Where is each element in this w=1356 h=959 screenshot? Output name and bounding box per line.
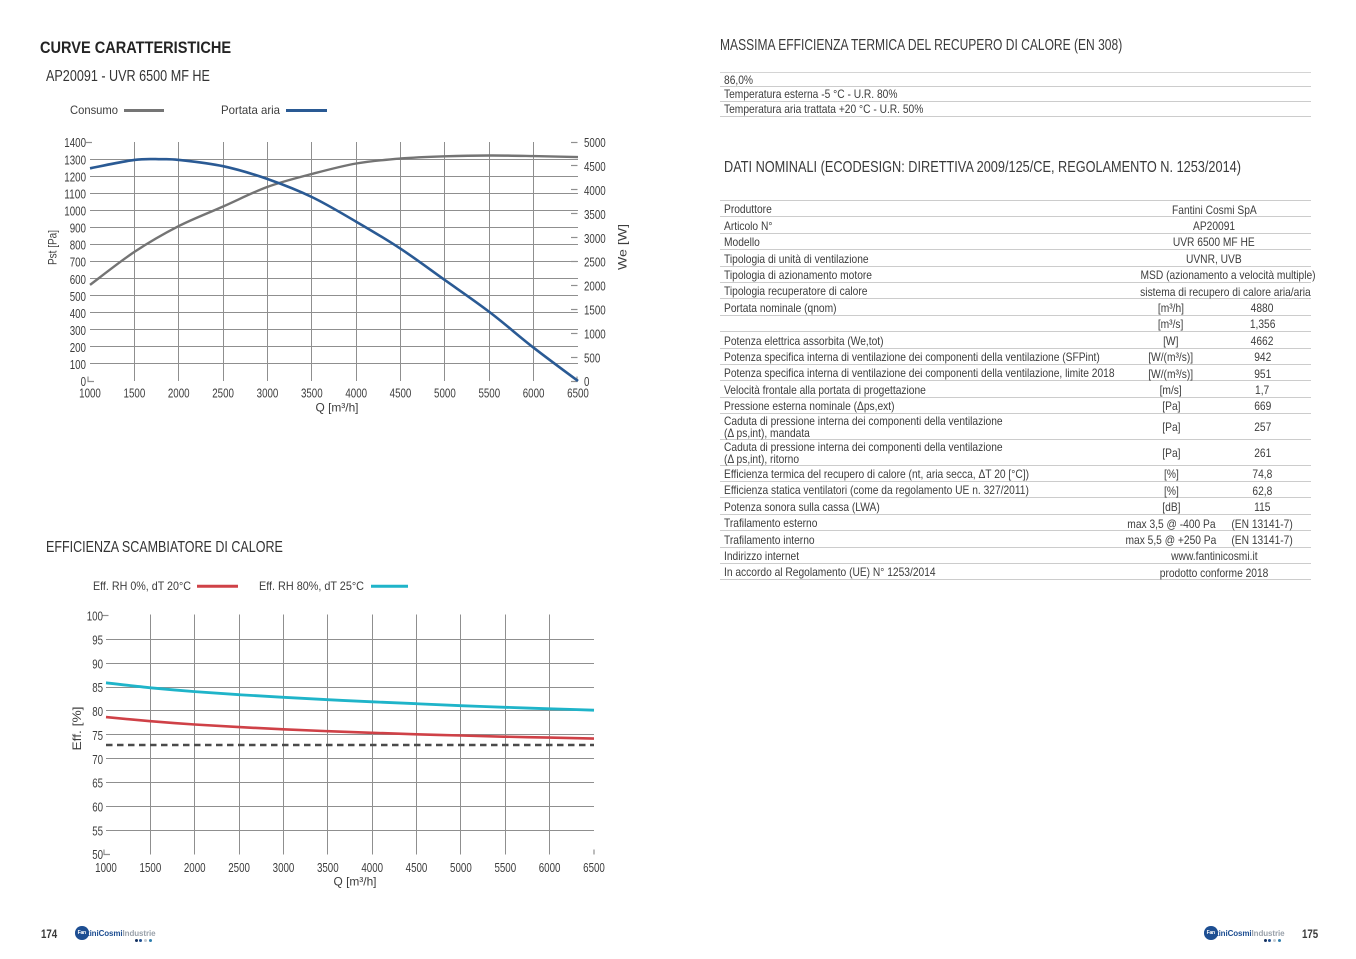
svg-text:0: 0	[584, 375, 589, 389]
svg-text:2000: 2000	[184, 861, 206, 875]
svg-text:3000: 3000	[584, 232, 606, 246]
svg-text:1400: 1400	[64, 136, 86, 150]
svg-text:3500: 3500	[317, 861, 339, 875]
svg-text:400: 400	[70, 307, 86, 321]
svg-text:1500: 1500	[584, 304, 606, 318]
svg-text:Eff. RH 0%, dT 20°C: Eff. RH 0%, dT 20°C	[93, 580, 191, 593]
svg-text:75: 75	[92, 729, 103, 743]
svg-text:3500: 3500	[584, 208, 606, 222]
svg-text:4500: 4500	[584, 160, 606, 174]
svg-text:5000: 5000	[450, 861, 472, 875]
svg-text:85: 85	[92, 681, 103, 695]
svg-text:800: 800	[70, 239, 86, 253]
svg-text:1000: 1000	[79, 386, 101, 400]
svg-text:2000: 2000	[584, 280, 606, 294]
svg-text:1000: 1000	[584, 327, 606, 341]
svg-text:1200: 1200	[64, 170, 86, 184]
svg-text:200: 200	[70, 341, 86, 355]
svg-text:300: 300	[70, 324, 86, 338]
svg-text:80: 80	[92, 705, 103, 719]
svg-text:5000: 5000	[584, 136, 606, 150]
svg-text:0: 0	[81, 375, 86, 389]
svg-text:6500: 6500	[583, 861, 605, 875]
svg-text:Q [m³/h]: Q [m³/h]	[334, 875, 377, 889]
svg-text:Q [m³/h]: Q [m³/h]	[316, 401, 359, 415]
svg-text:1000: 1000	[64, 205, 86, 219]
svg-text:70: 70	[92, 753, 103, 767]
svg-text:1100: 1100	[64, 187, 86, 201]
svg-text:6000: 6000	[523, 386, 545, 400]
svg-text:900: 900	[70, 222, 86, 236]
svg-text:500: 500	[584, 351, 600, 365]
svg-text:1000: 1000	[95, 861, 117, 875]
svg-text:500: 500	[70, 290, 86, 304]
svg-text:700: 700	[70, 256, 86, 270]
svg-text:2000: 2000	[168, 386, 190, 400]
svg-text:5500: 5500	[478, 386, 500, 400]
svg-text:600: 600	[70, 273, 86, 287]
svg-text:55: 55	[92, 824, 103, 838]
svg-text:1500: 1500	[124, 386, 146, 400]
svg-text:2500: 2500	[584, 256, 606, 270]
svg-text:4500: 4500	[406, 861, 428, 875]
svg-text:5500: 5500	[494, 861, 516, 875]
svg-text:100: 100	[70, 358, 86, 372]
svg-text:Eff. RH 80%, dT 25°C: Eff. RH 80%, dT 25°C	[259, 580, 364, 593]
svg-text:65: 65	[92, 777, 103, 791]
svg-text:4000: 4000	[361, 861, 383, 875]
svg-text:1500: 1500	[140, 861, 162, 875]
svg-text:6500: 6500	[567, 386, 589, 400]
svg-text:Consumo: Consumo	[70, 104, 118, 117]
svg-text:6000: 6000	[539, 861, 561, 875]
svg-text:90: 90	[92, 657, 103, 671]
svg-text:3000: 3000	[273, 861, 295, 875]
svg-text:Eff. [%]: Eff. [%]	[70, 707, 84, 751]
svg-text:3500: 3500	[301, 386, 323, 400]
svg-text:50: 50	[92, 848, 103, 862]
svg-text:95: 95	[92, 634, 103, 648]
svg-text:2500: 2500	[228, 861, 250, 875]
svg-text:Portata aria: Portata aria	[221, 104, 280, 117]
svg-text:4000: 4000	[345, 386, 367, 400]
svg-text:4500: 4500	[390, 386, 412, 400]
svg-text:100: 100	[87, 610, 103, 624]
svg-text:1300: 1300	[64, 153, 86, 167]
svg-text:4000: 4000	[584, 184, 606, 198]
svg-text:We [W]: We [W]	[616, 224, 630, 270]
svg-text:3000: 3000	[257, 386, 279, 400]
svg-text:2500: 2500	[212, 386, 234, 400]
svg-text:60: 60	[92, 801, 103, 815]
svg-text:5000: 5000	[434, 386, 456, 400]
svg-text:Pst [Pa]: Pst [Pa]	[46, 230, 60, 265]
